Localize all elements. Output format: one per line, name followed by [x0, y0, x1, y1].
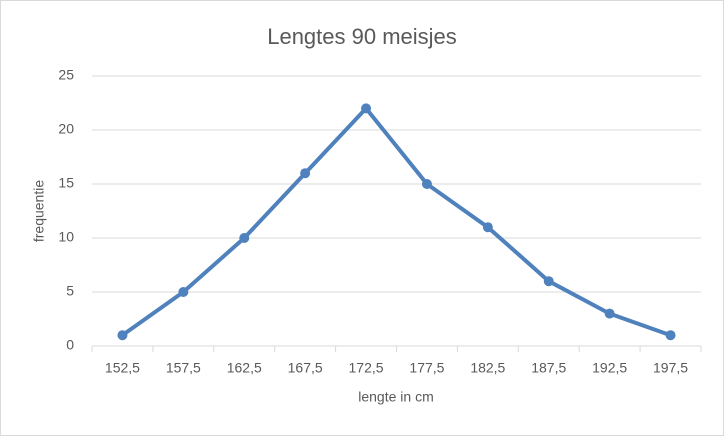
- y-axis-label: frequentie: [31, 180, 47, 242]
- data-point: [604, 308, 615, 319]
- y-tick-label: 20: [58, 121, 74, 137]
- data-point: [361, 103, 372, 114]
- x-tick-label: 177,5: [409, 360, 444, 376]
- chart-title: Lengtes 90 meisjes: [267, 24, 457, 49]
- x-tick-label: 162,5: [227, 360, 262, 376]
- y-tick-label: 15: [58, 175, 74, 191]
- data-line: [121, 106, 672, 338]
- x-tick-label: 167,5: [288, 360, 323, 376]
- data-point: [239, 233, 250, 243]
- x-tick-label: 172,5: [349, 360, 384, 376]
- y-tick-label: 0: [66, 337, 74, 353]
- x-tick-label: 187,5: [531, 360, 566, 376]
- y-tick-label: 25: [58, 67, 74, 83]
- x-axis-label: lengte in cm: [358, 389, 433, 405]
- x-tick-label: 197,5: [653, 360, 688, 376]
- x-tick-label: 157,5: [166, 360, 201, 376]
- x-tick-label: 152,5: [105, 360, 140, 376]
- x-tick-label: 192,5: [592, 360, 627, 376]
- data-point: [482, 222, 493, 233]
- data-point: [421, 179, 432, 189]
- data-point: [543, 276, 554, 287]
- y-tick-label: 5: [66, 283, 74, 299]
- x-tick-label: 182,5: [470, 360, 505, 376]
- data-point: [178, 287, 189, 297]
- data-point: [300, 168, 311, 179]
- data-point: [665, 330, 676, 341]
- y-tick-label: 10: [58, 229, 74, 245]
- data-point: [117, 330, 128, 341]
